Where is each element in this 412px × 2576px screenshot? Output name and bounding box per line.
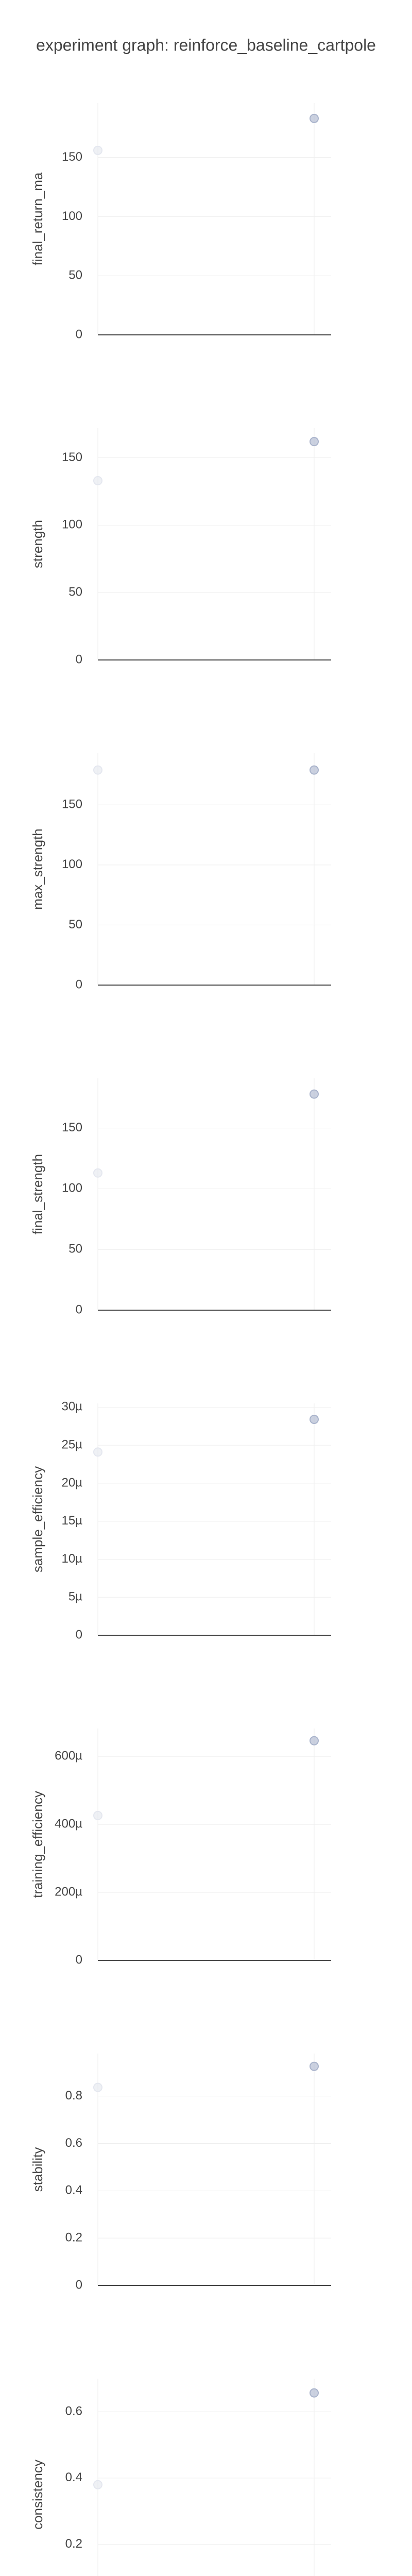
y-axis-label: training_efficiency xyxy=(30,1791,45,1898)
y-axis-label: consistency xyxy=(30,2460,45,2530)
y-tick-label: 10µ xyxy=(61,1552,82,1566)
y-tick-label: 0 xyxy=(76,977,82,991)
y-tick-label: 0.4 xyxy=(65,2470,82,2484)
point xyxy=(310,1736,319,1745)
y-tick-label: 100 xyxy=(62,857,82,871)
y-tick-label: 20µ xyxy=(61,1476,82,1489)
point xyxy=(310,1089,319,1099)
point xyxy=(93,1447,102,1457)
point xyxy=(93,1810,102,1820)
point xyxy=(310,765,319,775)
y-tick-label: 150 xyxy=(62,450,82,464)
y-tick-label: 5µ xyxy=(68,1590,82,1604)
y-tick-label: 150 xyxy=(62,1121,82,1134)
y-tick-label: 0 xyxy=(76,652,82,666)
point xyxy=(310,1414,319,1424)
y-tick-label: 25µ xyxy=(61,1437,82,1451)
y-axis-label: final_strength xyxy=(30,1154,45,1234)
y-axis-label: strength xyxy=(30,520,45,568)
y-axis-label: sample_efficiency xyxy=(30,1466,45,1572)
y-tick-label: 15µ xyxy=(61,1514,82,1528)
point xyxy=(310,2388,319,2398)
point xyxy=(310,113,319,123)
y-tick-label: 0.6 xyxy=(65,2404,82,2418)
point xyxy=(93,145,102,155)
y-tick-label: 0 xyxy=(76,2278,82,2292)
y-tick-label: 400µ xyxy=(55,1817,82,1831)
point xyxy=(93,2480,102,2489)
point xyxy=(93,1168,102,1178)
y-tick-label: 50 xyxy=(68,918,82,931)
y-tick-label: 0 xyxy=(76,327,82,341)
y-tick-label: 0.4 xyxy=(65,2183,82,2197)
y-tick-label: 50 xyxy=(68,585,82,599)
point xyxy=(93,476,102,486)
chart-title: experiment graph: reinforce_baseline_car… xyxy=(36,36,376,54)
y-tick-label: 0.2 xyxy=(65,2537,82,2551)
y-tick-label: 0 xyxy=(76,1628,82,1641)
y-tick-label: 150 xyxy=(62,798,82,811)
y-axis-label: max_strength xyxy=(30,828,45,910)
y-tick-label: 50 xyxy=(68,268,82,282)
y-tick-label: 0.6 xyxy=(65,2136,82,2150)
y-tick-label: 100 xyxy=(62,1181,82,1195)
y-tick-label: 200µ xyxy=(55,1885,82,1899)
y-tick-label: 100 xyxy=(62,518,82,532)
y-axis-label: stability xyxy=(30,2147,45,2192)
y-tick-label: 30µ xyxy=(61,1400,82,1414)
y-tick-label: 0.8 xyxy=(65,2089,82,2103)
point xyxy=(310,437,319,447)
y-tick-label: 0 xyxy=(76,1302,82,1316)
y-tick-label: 150 xyxy=(62,150,82,164)
y-tick-label: 600µ xyxy=(55,1749,82,1762)
y-tick-label: 0.2 xyxy=(65,2231,82,2245)
y-tick-label: 0 xyxy=(76,1953,82,1967)
y-tick-label: 50 xyxy=(68,1242,82,1256)
point xyxy=(93,765,102,775)
point xyxy=(310,2061,319,2071)
point xyxy=(93,2082,102,2092)
y-axis-label: final_return_ma xyxy=(30,172,45,265)
y-tick-label: 100 xyxy=(62,209,82,223)
